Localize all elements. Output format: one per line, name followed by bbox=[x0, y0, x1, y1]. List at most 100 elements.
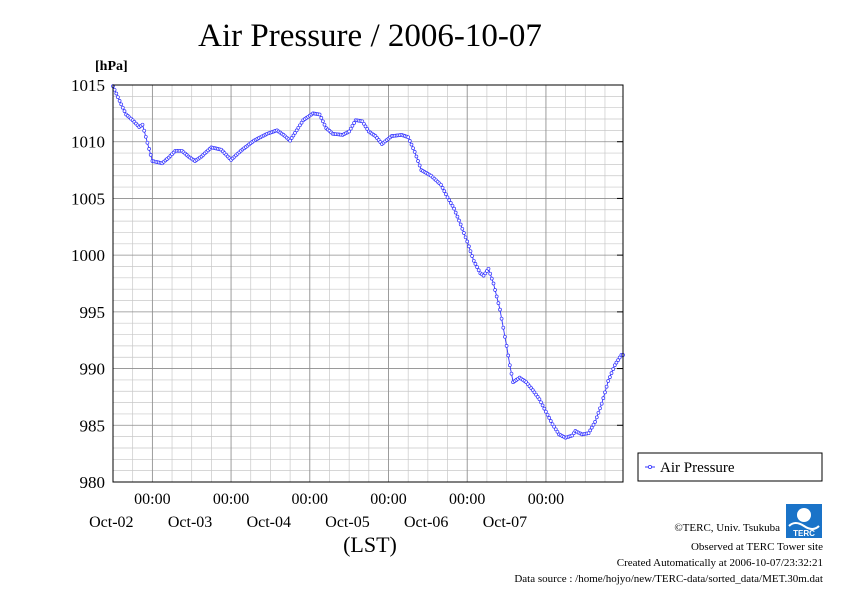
data-point bbox=[440, 186, 445, 190]
data-point bbox=[506, 353, 511, 358]
x-tick-time-label: 00:00 bbox=[134, 491, 170, 508]
y-tick-label: 995 bbox=[80, 303, 106, 322]
data-point bbox=[488, 271, 493, 276]
y-tick-label: 1015 bbox=[71, 76, 105, 95]
y-axis-tick-labels: 980 985 990 995 1000 1005 1010 1015 bbox=[71, 76, 105, 492]
data-point bbox=[509, 371, 514, 376]
data-point bbox=[450, 203, 455, 208]
data-point bbox=[291, 133, 296, 138]
data-point bbox=[122, 109, 127, 113]
data-point bbox=[348, 126, 353, 131]
data-point bbox=[494, 294, 499, 299]
data-point bbox=[539, 400, 543, 405]
data-point bbox=[140, 122, 145, 127]
data-point bbox=[599, 401, 604, 406]
legend-marker bbox=[648, 464, 653, 469]
legend: Air Pressure bbox=[637, 452, 823, 482]
data-point bbox=[116, 95, 120, 100]
data-point bbox=[455, 214, 460, 219]
data-point bbox=[417, 163, 422, 168]
data-point bbox=[412, 150, 417, 154]
data-point bbox=[604, 384, 609, 389]
data-point bbox=[501, 325, 506, 330]
data-point bbox=[416, 159, 420, 163]
data-point bbox=[288, 138, 292, 143]
major-gridlines bbox=[113, 84, 623, 483]
data-point bbox=[447, 198, 452, 202]
data-point bbox=[414, 154, 419, 159]
data-point bbox=[411, 146, 415, 151]
data-point bbox=[470, 254, 474, 258]
plot-frame bbox=[112, 84, 624, 483]
data-point bbox=[603, 390, 607, 395]
data-point bbox=[452, 206, 456, 211]
data-point bbox=[544, 409, 548, 414]
x-tick-time-label: 00:00 bbox=[213, 491, 249, 508]
data-point bbox=[363, 124, 368, 129]
data-point bbox=[114, 91, 119, 96]
data-point bbox=[299, 120, 304, 125]
data-point bbox=[593, 420, 597, 424]
chart-title: Air Pressure / 2006-10-07 bbox=[198, 18, 542, 54]
data-point bbox=[473, 262, 478, 266]
data-point bbox=[545, 412, 550, 417]
data-point bbox=[463, 235, 468, 240]
data-point bbox=[476, 268, 481, 273]
credit-observed: Observed at TERC Tower site bbox=[691, 541, 823, 553]
data-point bbox=[616, 358, 620, 362]
data-point bbox=[360, 119, 365, 124]
data-point bbox=[493, 288, 497, 292]
y-tick-label: 1010 bbox=[71, 133, 105, 152]
data-point bbox=[612, 363, 617, 368]
series-line-air-pressure bbox=[112, 85, 623, 439]
data-point bbox=[486, 266, 491, 271]
credit-data-source: Data source : /home/hojyo/new/TERC-data/… bbox=[514, 573, 823, 585]
x-tick-date-label: Oct-02 bbox=[89, 514, 133, 531]
data-point bbox=[407, 139, 412, 143]
y-tick-label: 1000 bbox=[71, 246, 105, 265]
data-point bbox=[467, 244, 471, 249]
data-point bbox=[468, 249, 473, 254]
terc-logo: TERC bbox=[786, 504, 822, 538]
data-point bbox=[609, 371, 614, 375]
minor-gridlines bbox=[113, 85, 623, 482]
data-point bbox=[145, 140, 150, 145]
data-point bbox=[293, 131, 297, 135]
credit-copyright: ©TERC, Univ. Tsukuba bbox=[674, 522, 780, 534]
data-point bbox=[594, 415, 599, 420]
data-point bbox=[498, 307, 502, 312]
data-point bbox=[589, 425, 594, 430]
data-point bbox=[119, 102, 124, 107]
data-point bbox=[601, 396, 606, 400]
data-point bbox=[289, 136, 294, 140]
data-point bbox=[296, 125, 301, 130]
data-point bbox=[148, 153, 153, 157]
logo-wave bbox=[788, 522, 820, 530]
data-point bbox=[465, 239, 470, 244]
data-point bbox=[147, 147, 151, 151]
data-point bbox=[460, 226, 465, 231]
data-point bbox=[462, 231, 466, 235]
credit-created: Created Automatically at 2006-10-07/23:3… bbox=[617, 557, 823, 569]
series-layer bbox=[111, 84, 625, 440]
data-point bbox=[475, 265, 479, 269]
data-point bbox=[489, 276, 494, 281]
data-point bbox=[445, 195, 450, 200]
logo-drop bbox=[797, 508, 811, 522]
data-point bbox=[409, 142, 414, 147]
data-point bbox=[457, 218, 461, 223]
data-point bbox=[350, 123, 355, 128]
logo-text: TERC bbox=[793, 529, 815, 538]
legend-box bbox=[637, 452, 823, 482]
x-axis-label: (LST) bbox=[343, 532, 397, 557]
data-point bbox=[322, 122, 327, 127]
data-point bbox=[317, 112, 322, 117]
data-point bbox=[547, 416, 552, 420]
data-point bbox=[406, 135, 411, 140]
data-point bbox=[496, 301, 501, 305]
data-point bbox=[596, 410, 601, 415]
data-point bbox=[608, 375, 612, 379]
data-point bbox=[471, 258, 476, 263]
data-point bbox=[542, 406, 547, 411]
